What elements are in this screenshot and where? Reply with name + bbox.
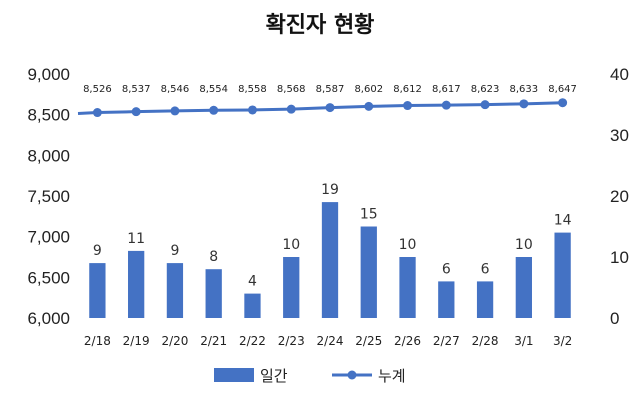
x-axis-tick: 2/24 xyxy=(317,334,344,348)
bar-label: 10 xyxy=(399,237,417,253)
line-point xyxy=(519,99,529,109)
line-point xyxy=(441,100,451,110)
left-axis-tick: 6,000 xyxy=(27,309,70,328)
left-axis-tick: 6,500 xyxy=(27,268,70,287)
legend-line-marker xyxy=(347,370,357,380)
bar xyxy=(128,250,145,318)
line-label: 8,526 xyxy=(83,84,112,95)
x-axis-tick: 2/27 xyxy=(433,334,460,348)
bar-label: 11 xyxy=(127,231,145,247)
line-label: 8,623 xyxy=(471,84,500,95)
x-axis-tick: 2/22 xyxy=(239,334,266,348)
line-point xyxy=(364,101,374,111)
line-point xyxy=(325,103,335,113)
line-label: 8,587 xyxy=(316,84,345,95)
x-axis-tick: 3/1 xyxy=(514,334,533,348)
right-axis-tick: 0 xyxy=(610,309,619,328)
right-axis-tick: 20 xyxy=(610,187,629,206)
line-point xyxy=(131,107,141,117)
x-axis-tick: 2/28 xyxy=(472,334,499,348)
x-axis-tick: 2/23 xyxy=(278,334,305,348)
bar-data-labels: 9 11 9 8 4 10 19 15 10 6 6 10 14 xyxy=(93,182,572,290)
bar-label: 10 xyxy=(515,237,533,253)
x-axis: 2/18 2/19 2/20 2/21 2/22 2/23 2/24 2/25 2/26 2/27… xyxy=(84,334,572,348)
bar-label: 4 xyxy=(248,274,257,290)
x-axis-tick: 2/19 xyxy=(123,334,150,348)
line-label: 8,568 xyxy=(277,84,306,95)
bar-label: 9 xyxy=(93,243,102,259)
line-point xyxy=(247,105,257,115)
line-point xyxy=(209,105,219,115)
bar xyxy=(554,232,571,318)
line-point xyxy=(558,98,568,108)
line-point xyxy=(286,104,296,114)
line-label: 8,633 xyxy=(510,84,539,95)
bar xyxy=(283,257,300,318)
line-label: 8,602 xyxy=(354,84,383,95)
bar xyxy=(166,263,184,318)
legend-line-label: 누계 xyxy=(378,367,406,385)
x-axis-tick: 2/18 xyxy=(84,334,111,348)
bar xyxy=(438,281,455,318)
line-label: 8,647 xyxy=(548,84,577,95)
line-data-labels: 8,526 8,537 8,546 8,554 8,558 8,568 8,587 8,602… xyxy=(83,84,577,95)
left-axis-tick: 8,500 xyxy=(27,106,70,125)
left-axis-tick: 7,500 xyxy=(27,187,70,206)
line-point xyxy=(92,108,102,118)
x-axis-tick: 2/20 xyxy=(161,334,188,348)
bar-label: 8 xyxy=(209,249,218,265)
bar-label: 10 xyxy=(282,237,300,253)
x-axis-tick: 3/2 xyxy=(553,334,572,348)
bar-label: 14 xyxy=(554,213,572,229)
line-point xyxy=(170,106,180,116)
bar xyxy=(321,202,339,318)
bar-label: 6 xyxy=(481,261,490,277)
left-axis-tick: 8,000 xyxy=(27,146,70,165)
left-axis: 6,000 6,500 7,000 7,500 8,000 8,500 9,000 xyxy=(27,65,70,328)
bar-label: 19 xyxy=(321,182,339,198)
bar xyxy=(244,293,261,318)
x-axis-tick: 2/26 xyxy=(394,334,421,348)
line-path xyxy=(77,101,563,116)
bar xyxy=(360,226,377,318)
right-axis-tick: 30 xyxy=(610,126,629,145)
left-axis-tick: 9,000 xyxy=(27,65,70,84)
line-label: 8,612 xyxy=(393,84,422,95)
line-label: 8,558 xyxy=(238,84,267,95)
right-axis: 0 10 20 30 40 xyxy=(610,65,629,328)
bar-label: 15 xyxy=(360,207,378,223)
bar xyxy=(89,263,106,318)
bar-label: 6 xyxy=(442,261,451,277)
right-axis-tick: 40 xyxy=(610,65,629,84)
line-point xyxy=(403,101,413,111)
line-label: 8,617 xyxy=(432,84,461,95)
line-label: 8,537 xyxy=(122,84,151,95)
left-axis-tick: 7,000 xyxy=(27,228,70,247)
bar-series xyxy=(89,202,571,318)
line-series xyxy=(77,98,568,118)
legend: 일간 누계 xyxy=(214,367,406,385)
line-point xyxy=(480,100,490,110)
line-label: 8,546 xyxy=(161,84,190,95)
legend-bar-label: 일간 xyxy=(260,367,288,385)
chart-title: 확진자 현황 xyxy=(266,13,375,38)
bar xyxy=(205,269,222,318)
line-label: 8,554 xyxy=(199,84,228,95)
x-axis-tick: 2/25 xyxy=(355,334,382,348)
x-axis-tick: 2/21 xyxy=(200,334,227,348)
bar xyxy=(515,257,532,318)
right-axis-tick: 10 xyxy=(610,248,629,267)
legend-bar-swatch xyxy=(214,368,254,382)
bar-label: 9 xyxy=(170,243,179,259)
bar xyxy=(476,281,494,318)
bar xyxy=(399,257,416,318)
